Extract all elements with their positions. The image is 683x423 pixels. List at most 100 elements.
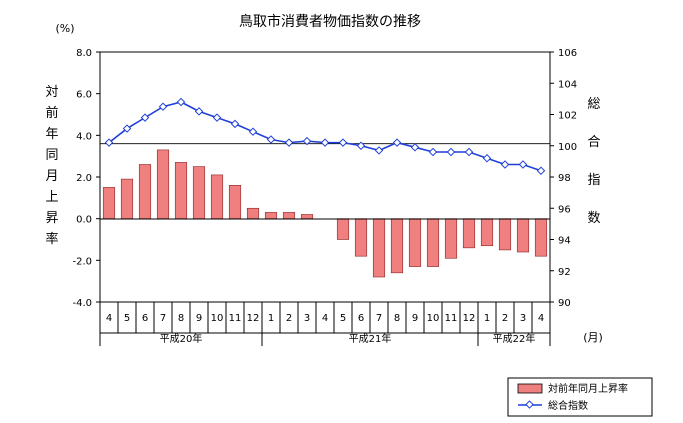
right-tick-label: 100 [558,142,577,153]
month-label: 8 [178,313,184,324]
legend-bar-swatch [517,383,543,394]
bar [354,218,368,257]
bar [192,166,206,219]
line-point [212,113,222,122]
left-axis-title-char: 同 [45,148,58,163]
line-point [482,154,492,163]
right-tick-label: 106 [558,48,577,59]
bar [102,187,116,219]
month-label: 12 [463,313,476,324]
right-tick-label: 98 [558,173,571,184]
bar [300,214,314,219]
month-label: 7 [160,313,166,324]
bar [390,218,404,274]
right-axis-title-char: 総 [587,97,600,112]
line-point [284,138,294,147]
bar [336,218,350,240]
left-axis-title-char: 率 [45,231,58,247]
right-axis-title-char: 指 [587,173,600,188]
line-point [176,97,186,107]
month-label: 4 [322,313,328,324]
month-label: 3 [520,313,526,324]
line-point [446,147,456,157]
month-label: 6 [358,313,364,324]
line-point [104,138,114,147]
left-axis-title-char: 月 [45,169,58,184]
month-label: 1 [268,313,274,324]
line-point [158,102,168,111]
left-axis-title-char: 年 [45,127,58,142]
left-tick-label: 0.0 [76,215,92,226]
left-unit-label: (%) [55,22,74,35]
right-tick-label: 104 [558,79,577,90]
month-label: 2 [286,313,292,324]
line-point [122,124,132,133]
bar [534,218,548,257]
line-series [104,97,546,175]
index-line [108,101,542,172]
month-label: 12 [247,313,260,324]
line-point [500,160,510,169]
right-tick-label: 102 [558,111,577,122]
line-point [194,107,204,116]
bar [210,174,224,219]
month-label: 5 [124,313,130,324]
year-label: 平成21年 [349,332,392,345]
bar [156,149,170,219]
left-axis-title: 対前年同月上昇率 [45,85,58,247]
chart-title: 鳥取市消費者物価指数の推移 [239,13,421,30]
bar [246,207,260,219]
left-axis: 8.0 6.0 4.0 2.0 0.0 -2.0 -4.0 [72,48,100,309]
right-tick-label: 90 [558,298,571,309]
bar [264,212,278,219]
bar [138,164,152,219]
month-label: 6 [142,313,148,324]
month-label: 4 [538,313,544,324]
year-label: 平成22年 [493,332,536,345]
month-label: 9 [196,313,202,324]
year-label: 平成20年 [160,332,203,345]
bar-series [102,149,548,278]
right-axis-title-char: 数 [587,211,600,226]
line-point [428,147,438,157]
legend: 対前年同月上昇率 総合指数 [507,377,653,417]
month-label: 11 [445,313,458,324]
bar [372,218,386,278]
month-label: 5 [340,313,346,324]
bar [480,218,494,247]
right-axis-title-char: 合 [587,135,600,150]
left-axis-title-char: 昇 [45,211,58,226]
left-tick-label: 6.0 [76,90,92,101]
month-label: 1 [484,313,490,324]
bar [516,218,530,253]
line-point [230,119,240,129]
right-axis-title: 総合指数 [587,97,600,226]
line-point [140,113,150,122]
left-axis-title-char: 上 [45,190,58,205]
line-point [302,136,312,146]
bar [282,212,296,219]
bar [498,218,512,251]
left-tick-label: 8.0 [76,48,92,59]
month-label: 8 [394,313,400,324]
left-axis-title-char: 前 [45,105,58,121]
left-tick-label: -4.0 [72,298,92,309]
line-point [338,138,348,147]
line-point [266,135,276,144]
month-label: 10 [211,313,224,324]
right-tick-label: 94 [558,236,571,247]
legend-bar-label: 対前年同月上昇率 [548,382,628,395]
bar [444,218,458,259]
left-tick-label: 2.0 [76,173,92,184]
line-point [374,146,384,155]
left-axis-title-char: 対 [45,85,58,100]
line-point [356,141,366,150]
month-label: 11 [229,313,242,324]
line-point [248,127,258,136]
bar [120,178,134,219]
line-point [392,138,402,147]
line-point [320,138,330,147]
legend-line-label: 総合指数 [548,399,588,412]
month-label: 2 [502,313,508,324]
bar [426,218,440,267]
